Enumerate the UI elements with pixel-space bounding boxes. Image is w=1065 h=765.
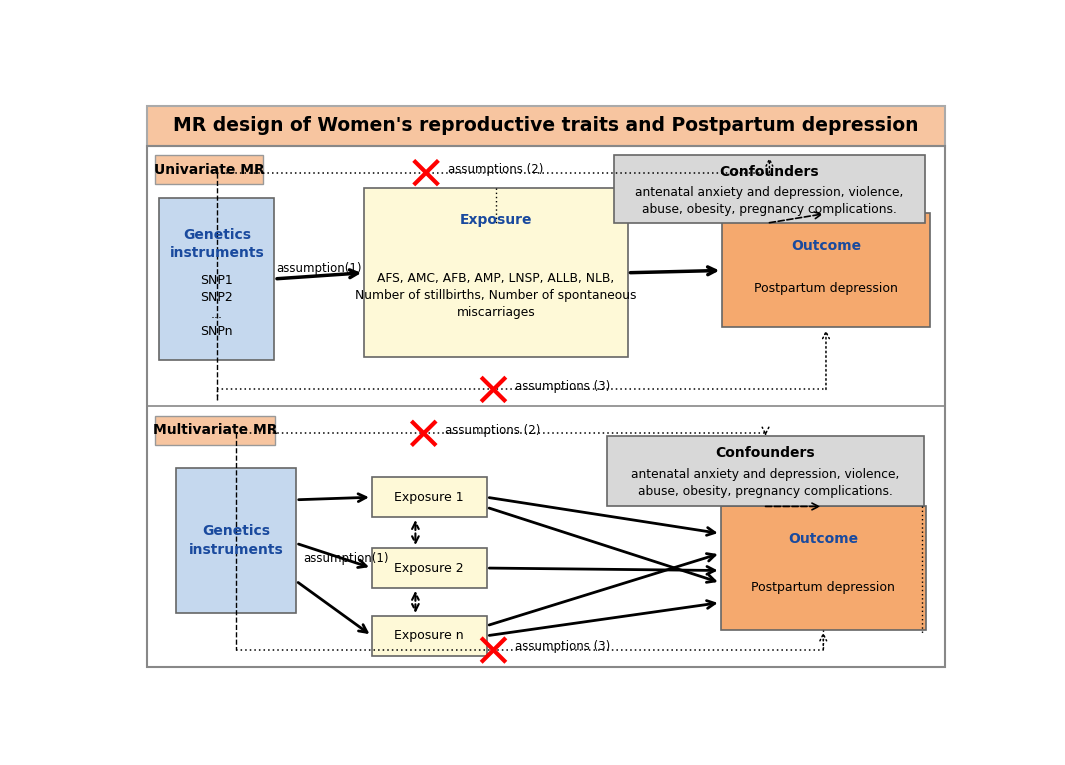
Bar [372, 477, 487, 517]
Text: Outcome: Outcome [791, 239, 861, 252]
Text: assumptions (3): assumptions (3) [515, 380, 610, 392]
Text: Genetics
instruments: Genetics instruments [169, 228, 264, 260]
Bar [176, 468, 296, 613]
Text: Exposure: Exposure [460, 213, 532, 227]
Bar [372, 616, 487, 656]
Text: Confounders: Confounders [720, 165, 819, 179]
Text: assumptions (3): assumptions (3) [515, 640, 610, 653]
Bar [154, 415, 275, 444]
Bar [147, 145, 945, 667]
Text: assumption(1): assumption(1) [277, 262, 362, 275]
Text: Exposure n: Exposure n [394, 630, 464, 643]
Bar [147, 106, 945, 145]
Text: antenatal anxiety and depression, violence,
abuse, obesity, pregnancy complicati: antenatal anxiety and depression, violen… [635, 186, 903, 216]
Bar [154, 155, 263, 184]
Bar [613, 155, 925, 223]
Text: AFS, AMC, AFB, AMP, LNSP, ALLB, NLB,
Number of stillbirths, Number of spontaneou: AFS, AMC, AFB, AMP, LNSP, ALLB, NLB, Num… [355, 272, 637, 319]
Text: assumptions (2): assumptions (2) [445, 424, 541, 437]
Text: antenatal anxiety and depression, violence,
abuse, obesity, pregnancy complicati: antenatal anxiety and depression, violen… [632, 468, 900, 498]
Bar [721, 506, 925, 630]
Text: Genetics
instruments: Genetics instruments [189, 524, 283, 556]
Text: Exposure 1: Exposure 1 [394, 490, 464, 503]
Text: assumption(1): assumption(1) [304, 552, 389, 565]
Bar [364, 188, 627, 357]
Bar [607, 435, 923, 506]
Text: SNP1
SNP2
...
SNPn: SNP1 SNP2 ... SNPn [200, 274, 233, 338]
Text: Multivariate MR: Multivariate MR [152, 423, 277, 438]
Text: Exposure 2: Exposure 2 [394, 562, 464, 575]
Text: assumptions (2): assumptions (2) [447, 163, 543, 176]
Text: Univariate MR: Univariate MR [153, 163, 264, 177]
Text: Confounders: Confounders [716, 445, 816, 460]
Text: MR design of Women's reproductive traits and Postpartum depression: MR design of Women's reproductive traits… [173, 116, 918, 135]
Bar [160, 198, 274, 360]
Bar [372, 548, 487, 588]
Text: Postpartum depression: Postpartum depression [754, 282, 898, 295]
Bar [722, 213, 930, 327]
Text: Outcome: Outcome [788, 532, 858, 545]
Text: Postpartum depression: Postpartum depression [751, 581, 896, 594]
